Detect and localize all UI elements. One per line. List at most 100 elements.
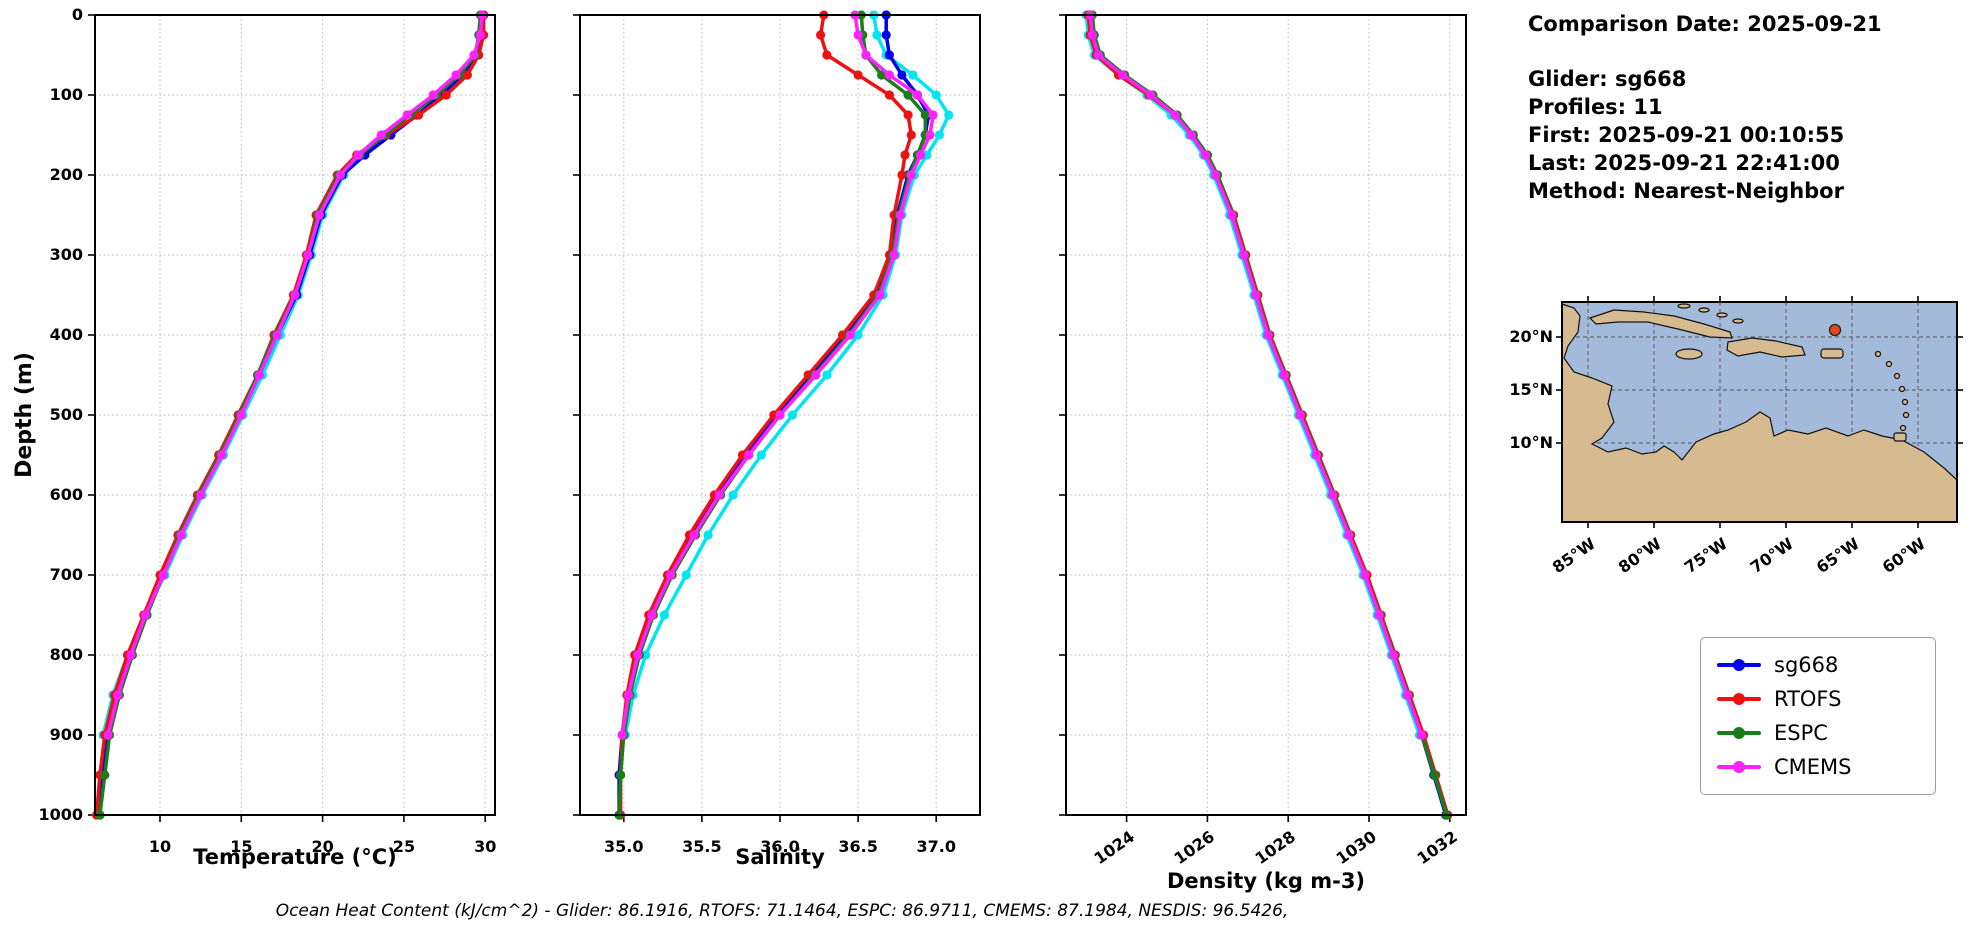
series-CMEMS-marker (1311, 450, 1322, 460)
series-CMEMS-marker (314, 210, 324, 220)
temperature-panel: Temperature (°C) 10 15 20 25 30 0 100 200 300 400… (38, 5, 496, 869)
series-CMEMS-marker (1295, 410, 1305, 420)
map-lon-label: 65°W (1812, 534, 1863, 578)
glider-text: Glider: sg668 (1528, 67, 1687, 91)
x-tick-label: 25 (392, 837, 416, 856)
map-inset: 20°N 15°N 10°N 85°W 80°W 75°W 70°W 65°W … (1509, 296, 1963, 577)
series-RTOFS-marker (441, 90, 451, 100)
series-CMEMS-marker (689, 530, 699, 540)
series-CMEMS-marker (1344, 530, 1354, 540)
legend-item-sg668: sg668 (1717, 648, 1919, 682)
profiles-text: Profiles: 11 (1528, 95, 1663, 119)
series-RTOFS-marker (822, 50, 832, 60)
legend-item-CMEMS: CMEMS (1717, 750, 1919, 784)
series-CMEMS-line (1088, 14, 1424, 736)
series-CMEMS-marker (633, 650, 643, 660)
series-sg668-line (98, 14, 486, 816)
series-CMEMS-marker (335, 170, 346, 180)
series-CMEMS-marker (217, 450, 227, 460)
series-NESDIS-line (1084, 14, 1422, 736)
salinity-axis-label: Salinity (735, 845, 825, 869)
land-puerto-rico (1820, 348, 1844, 359)
land-mainland (1561, 303, 1958, 523)
series-CMEMS-marker (1118, 70, 1128, 80)
series-RTOFS-marker (897, 170, 907, 180)
series-CMEMS-marker (714, 490, 724, 500)
y-tick-label: 700 (49, 565, 83, 584)
x-tick-label: 1026 (1170, 827, 1219, 869)
series-CMEMS-marker (1093, 50, 1103, 60)
x-tick-label: 1024 (1090, 827, 1138, 869)
landmasses (1561, 303, 1958, 523)
y-tick-label: 1000 (38, 805, 83, 824)
series-CMEMS-marker (1186, 130, 1196, 140)
series-CMEMS-marker (861, 50, 871, 60)
series-CMEMS-marker (1239, 250, 1249, 260)
metadata-block: Comparison Date: 2025-09-21 Glider: sg66… (1528, 10, 1882, 205)
series-CMEMS-marker (811, 370, 821, 380)
series-NESDIS-marker (822, 370, 832, 380)
map-lon-label: 85°W (1548, 534, 1599, 578)
legend-line-marker (1717, 731, 1761, 735)
land-cuba (1588, 309, 1733, 339)
land-bahamas (1677, 303, 1744, 324)
y-tick-label: 200 (49, 165, 83, 184)
series-NESDIS-marker (934, 130, 944, 140)
series-CMEMS-marker (1388, 650, 1398, 660)
series-CMEMS-marker (236, 410, 246, 420)
map-lon-label: 70°W (1746, 534, 1797, 578)
series-CMEMS-marker (906, 170, 916, 180)
legend-item-ESPC: ESPC (1717, 716, 1919, 750)
map-border (1561, 301, 1958, 523)
map-lon-label: 75°W (1680, 534, 1731, 578)
series-NESDIS-marker (872, 30, 882, 40)
series-CMEMS-marker (928, 110, 938, 120)
series-CMEMS-marker (775, 410, 785, 420)
x-tick-label: 15 (230, 837, 253, 856)
series-RTOFS-marker (853, 70, 863, 80)
series-NESDIS-marker (944, 110, 954, 120)
series-NESDIS-line (623, 14, 951, 736)
series-CMEMS-marker (254, 370, 264, 380)
legend-label: CMEMS (1774, 755, 1852, 779)
y-tick-label: 400 (49, 325, 83, 344)
land-lesser-antilles (1874, 350, 1910, 432)
ohc-footer-text: Ocean Heat Content (kJ/cm^2) - Glider: 8… (275, 901, 1289, 921)
series-CMEMS-marker (428, 90, 438, 100)
x-tick-label: 1028 (1251, 827, 1300, 869)
series-CMEMS-marker (875, 290, 885, 300)
series-ESPC-marker (100, 770, 110, 780)
series-CMEMS-marker (916, 150, 926, 160)
x-tick-label: 36.5 (838, 837, 878, 856)
series-CMEMS-marker (1374, 610, 1384, 620)
series-CMEMS-marker (889, 250, 899, 260)
series-CMEMS-marker (853, 30, 863, 40)
legend: sg668 RTOFS ESPC CMEMS (1700, 637, 1936, 795)
series-CMEMS-marker (353, 150, 363, 160)
series-ESPC-line (98, 14, 483, 816)
series-RTOFS-marker (414, 110, 424, 120)
series-RTOFS-marker (884, 90, 894, 100)
land-trinidad (1893, 432, 1907, 442)
series-RTOFS-marker (462, 70, 472, 80)
comparison-date-text: Comparison Date: 2025-09-21 (1528, 12, 1882, 36)
x-tick-label: 1032 (1413, 827, 1461, 869)
series-ESPC-marker (616, 770, 626, 780)
series-CMEMS-marker (1402, 690, 1412, 700)
series-CMEMS-marker (1251, 290, 1261, 300)
series-sg668-marker (897, 70, 907, 80)
series-NESDIS-marker (728, 490, 738, 500)
series-CMEMS-marker (196, 490, 206, 500)
series-CMEMS-marker (126, 650, 136, 660)
legend-label: ESPC (1774, 721, 1828, 745)
series-ESPC-marker (1429, 770, 1440, 780)
series-NESDIS-marker (681, 570, 691, 580)
land-jamaica (1675, 348, 1703, 360)
legend-line-marker (1717, 663, 1761, 667)
glider-location-marker (1828, 323, 1842, 337)
x-tick-label: 35.5 (682, 837, 722, 856)
series-CMEMS-marker (103, 730, 113, 740)
map-lat-label: 10°N (1509, 433, 1553, 452)
series-CMEMS-marker (475, 30, 485, 40)
series-CMEMS-marker (1200, 150, 1210, 160)
